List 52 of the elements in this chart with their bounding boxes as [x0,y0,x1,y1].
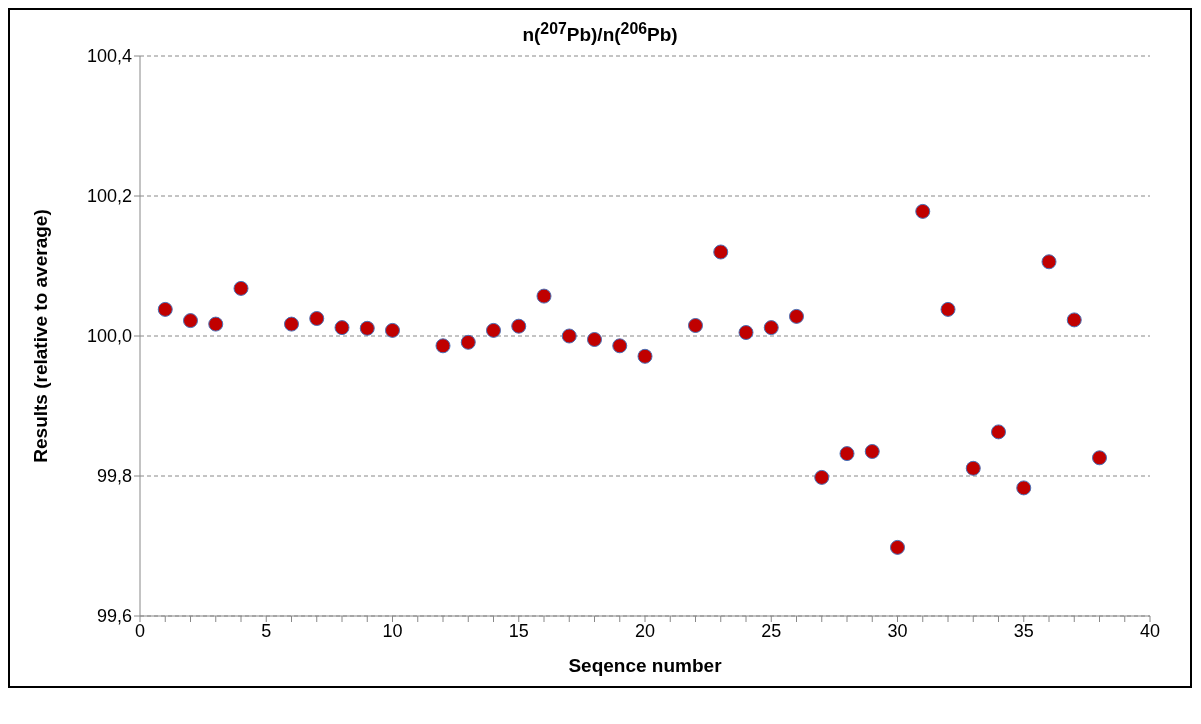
point [536,288,552,304]
point [208,316,224,332]
point [309,311,325,327]
chart-title: n($^{207}$Pb)/n($^{206}$Pb) [521,19,679,47]
x-tick-label: 35 [1013,621,1034,642]
x-tick-label: 5 [261,621,272,642]
point [1041,254,1057,270]
point [839,446,855,462]
point [460,335,476,351]
point [991,424,1006,440]
x-tick-label: 40 [1139,621,1161,642]
point [763,320,779,336]
point [1092,450,1107,466]
point [157,302,173,318]
y-tick-label: 100,4 [86,46,132,67]
point [612,338,628,354]
point [284,316,299,332]
point [965,461,981,477]
point [183,313,198,329]
point [890,540,905,556]
point [814,470,830,486]
point [359,321,375,337]
y-tick-label: 100,2 [86,186,132,207]
point [637,349,653,365]
point [789,309,804,325]
y-axis-title: Results (relative to average) [29,209,51,464]
point [511,319,527,335]
y-tick-label: 100,0 [86,326,132,347]
point [334,320,350,336]
y-tick-label: 99,8 [96,466,132,487]
y-tick-label: 99,6 [96,606,132,627]
point [435,338,451,354]
x-tick-label: 0 [134,621,146,642]
point [587,332,602,348]
point [1066,312,1082,328]
point [940,302,956,318]
x-tick-label: 30 [887,621,908,642]
point [385,323,400,339]
point [688,318,703,334]
point [1016,480,1032,496]
x-tick-label: 20 [634,621,656,642]
point [864,444,880,460]
x-tick-label: 15 [508,621,529,642]
point [233,281,249,297]
x-tick-label: 10 [382,621,403,642]
x-axis-title: Seqence number [568,655,723,677]
x-tick-label: 25 [761,621,782,642]
point [738,325,754,341]
point [915,204,931,220]
point [561,328,577,344]
point [713,244,729,260]
point [486,323,501,339]
